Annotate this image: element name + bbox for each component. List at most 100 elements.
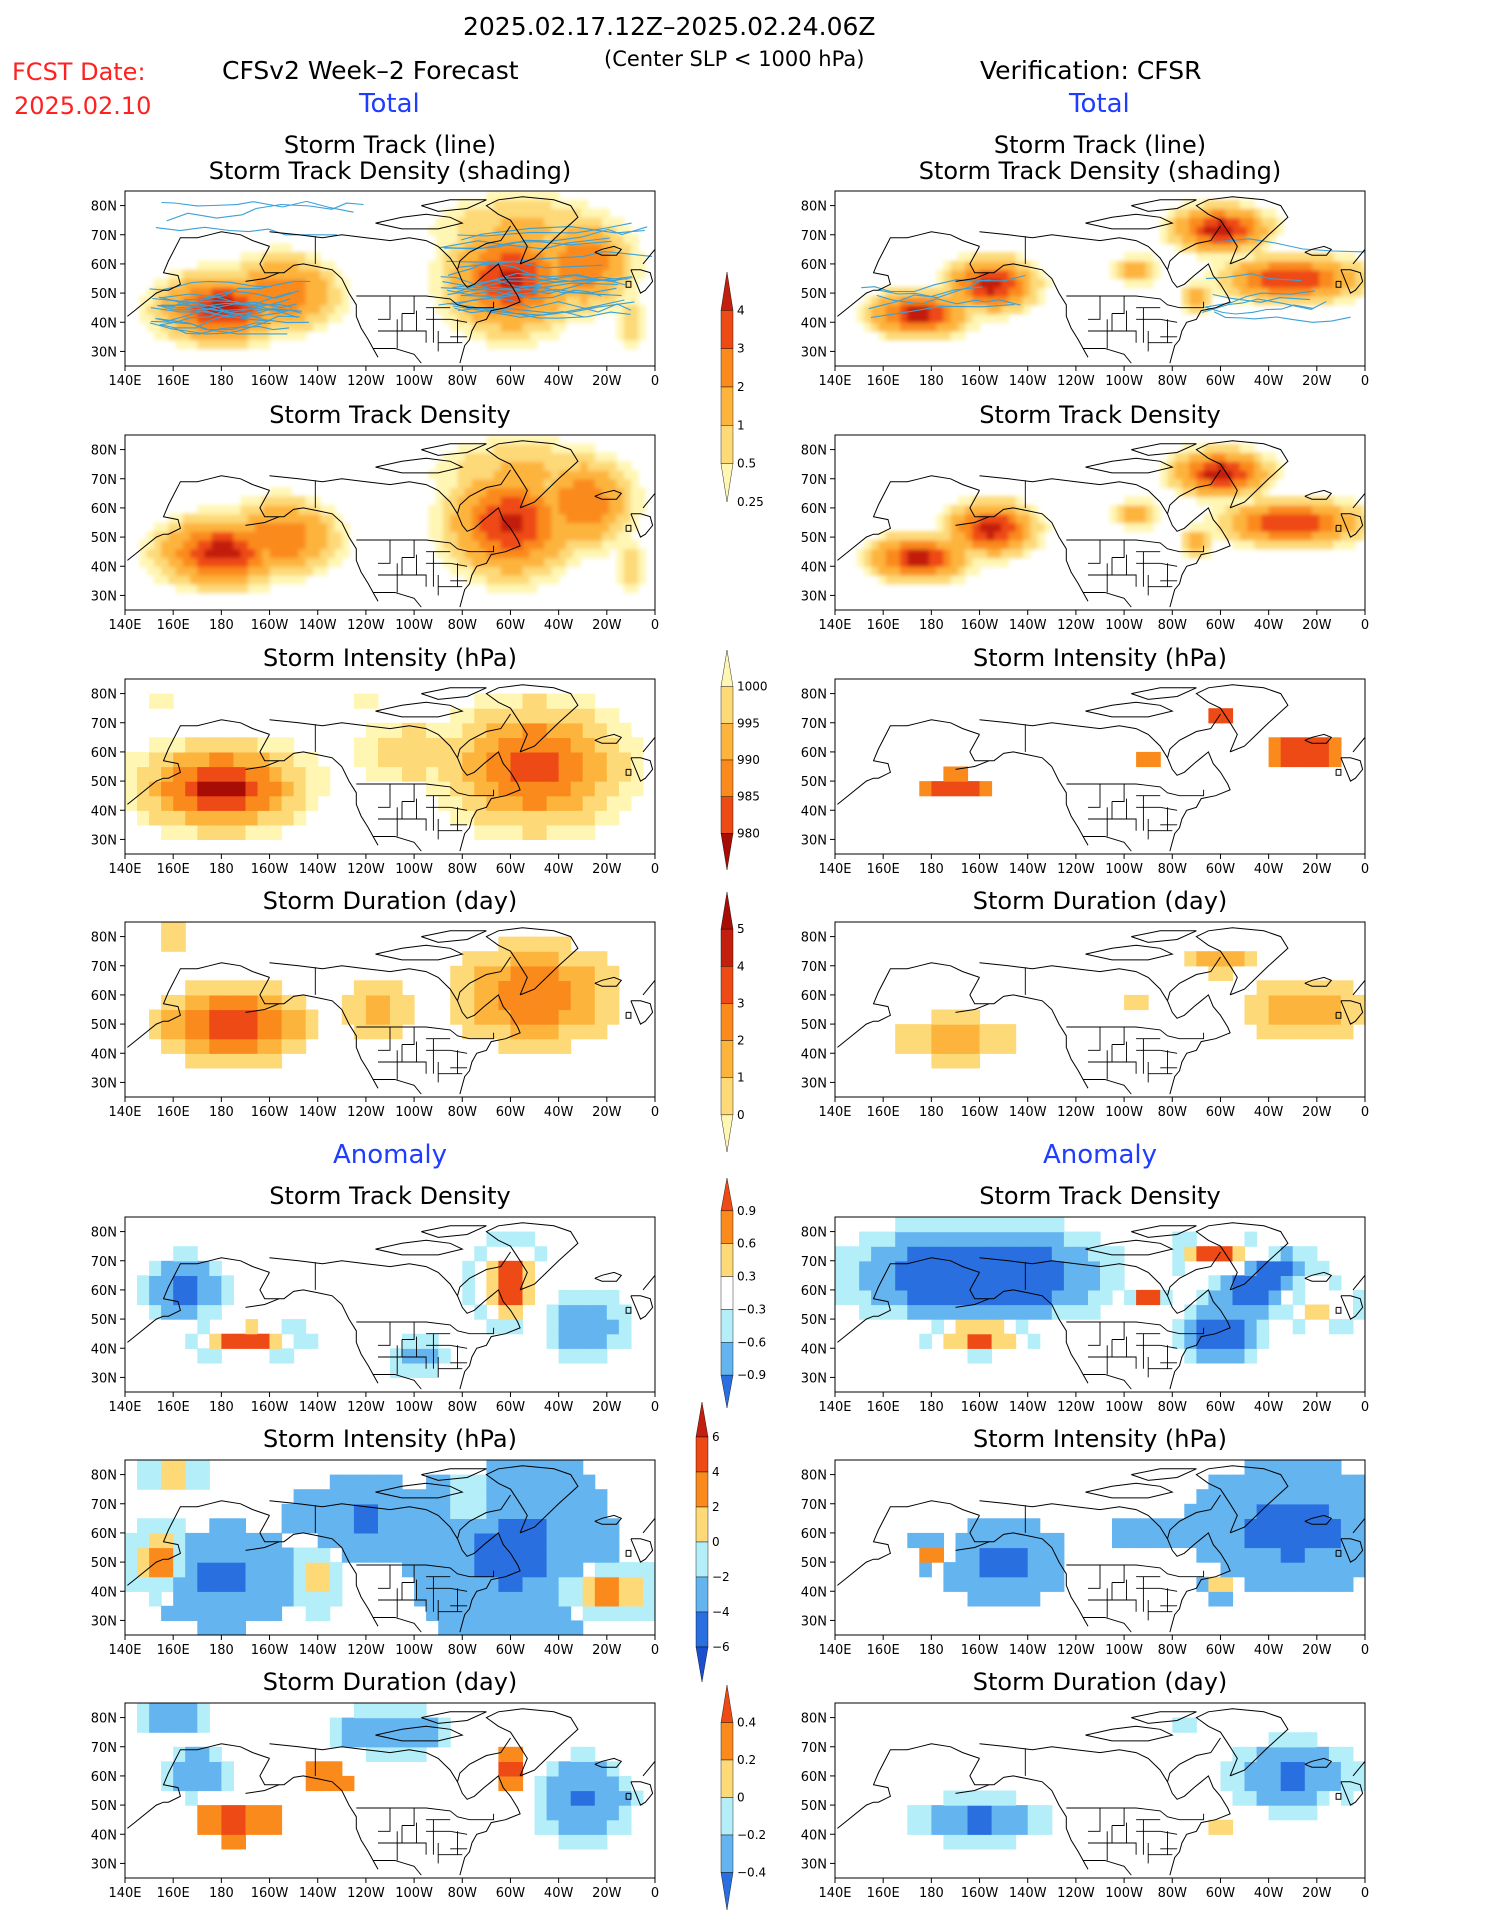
map-frame [834,1216,1366,1393]
lon-tick-label: 80W [1158,1400,1188,1415]
lon-tick-label: 60W [1206,1886,1236,1901]
lon-tick-label: 60W [1206,1643,1236,1658]
colorbar-density-anomaly: 0.9 0.6 0.3 −0.3 −0.6 −0.9 [720,1177,766,1409]
coastlines [837,1708,1365,1876]
field-shading [137,1703,644,1850]
lon-tick-label: 140W [1009,1886,1047,1901]
lon-tick-label: 160E [157,1105,190,1120]
coastlines [837,440,1365,608]
total-section-label-right: Total [1069,89,1130,119]
lon-tick-label: 100W [1105,1105,1143,1120]
map-panel-verification-intensity-anomaly: 140E 160E 180 160W 140W 120W 100W 80W 60W 40W 20W 0… [801,1459,1369,1658]
lon-tick-label: 60W [496,862,526,877]
lon-tick-label: 100W [395,1400,433,1415]
lon-tick-label: 40W [1254,1643,1284,1658]
map-frame [124,1702,656,1879]
lon-tick-label: 0 [651,374,659,389]
colorbar-label: 0.6 [737,1237,756,1251]
map-frame [124,678,656,855]
lon-tick-label: 100W [395,862,433,877]
lon-tick-label: 140E [818,1886,851,1901]
lon-tick-label: 0 [651,618,659,633]
lat-tick-label: 70N [801,960,827,975]
lon-tick-label: 100W [1105,1886,1143,1901]
lon-tick-label: 40W [544,374,574,389]
lat-tick-label: 60N [91,1284,117,1299]
lat-tick-label: 40N [801,1585,827,1600]
lat-tick-label: 80N [91,444,117,459]
lon-tick-label: 0 [1361,1105,1369,1120]
lon-tick-label: 0 [1361,862,1369,877]
lat-tick-label: 70N [91,717,117,732]
lon-tick-label: 140E [818,618,851,633]
lat-tick-label: 70N [801,473,827,488]
colorbar-duration-total: 5 4 3 2 1 0 [720,891,745,1153]
lon-tick-label: 80W [448,862,478,877]
lon-tick-label: 140W [299,374,337,389]
lat-tick-label: 50N [801,775,827,790]
colorbar-label: 1 [737,1071,745,1085]
colorbar-segment [720,348,734,388]
field-shading [856,443,1365,585]
lon-tick-label: 140E [108,374,141,389]
lon-tick-label: 20W [1302,618,1332,633]
lon-tick-label: 100W [395,1643,433,1658]
lon-tick-label: 140W [1009,1643,1047,1658]
lon-tick-label: 160E [157,374,190,389]
panel-title-track-shading-left: Storm Track Density (shading) [208,157,572,185]
colorbar-segment [720,1759,734,1798]
map-panel-verification-intensity: 140E 160E 180 160W 140W 120W 100W 80W 60W 40W 20W 0… [801,678,1369,877]
colorbar-label: 4 [737,303,745,317]
lon-tick-label: 140W [299,862,337,877]
colorbar-label: 2 [737,380,745,394]
lat-tick-label: 80N [91,688,117,703]
lon-tick-label: 20W [1302,374,1332,389]
lon-tick-label: 160E [867,1400,900,1415]
lon-tick-label: 40W [1254,1886,1284,1901]
colorbar-segment [720,1722,734,1761]
colorbar-segment [720,1210,734,1244]
lat-tick-label: 40N [91,1828,117,1843]
lon-tick-label: 140W [299,1886,337,1901]
field-shading [125,1460,655,1635]
lon-tick-label: 140E [108,618,141,633]
coastlines [127,196,655,364]
lon-tick-label: 100W [395,374,433,389]
lon-tick-label: 60W [1206,374,1236,389]
colorbar-segment [720,1003,734,1041]
map-frame [834,678,1366,855]
lat-tick-label: 40N [91,1047,117,1062]
colorbar-label: 0.25 [737,495,764,509]
lon-tick-label: 160W [251,1886,289,1901]
lon-tick-label: 180 [209,862,234,877]
lat-tick-label: 60N [801,1527,827,1542]
lon-tick-label: 60W [496,374,526,389]
lat-tick-label: 50N [91,1018,117,1033]
map-panel-verification-duration-anomaly: 140E 160E 180 160W 140W 120W 100W 80W 60W 40W 20W 0… [801,1702,1369,1901]
lon-tick-label: 140E [108,1105,141,1120]
lon-tick-label: 120W [347,1400,385,1415]
lon-tick-label: 60W [1206,1105,1236,1120]
colorbar-segment [695,1401,709,1438]
lon-tick-label: 20W [1302,862,1332,877]
lon-tick-label: 0 [651,862,659,877]
lon-tick-label: 160E [867,1643,900,1658]
coastlines [127,1222,655,1390]
lon-tick-label: 140E [108,1400,141,1415]
colorbar-label: 0.4 [737,1716,756,1730]
map-panel-verification-duration: 140E 160E 180 160W 140W 120W 100W 80W 60W 40W 20W 0… [801,921,1369,1120]
colorbar-label: 0.9 [737,1204,756,1218]
lat-tick-label: 80N [801,931,827,946]
colorbar-label: 990 [737,753,760,767]
lat-tick-label: 70N [91,1498,117,1513]
colorbar-segment [720,1342,734,1376]
colorbar-segment [695,1611,709,1648]
colorbar-label: 4 [737,959,745,973]
lat-tick-label: 30N [91,1076,117,1091]
field-shading [835,1217,1365,1364]
colorbar-label: 1000 [737,680,768,694]
lon-tick-label: 180 [209,374,234,389]
lon-tick-label: 80W [448,1643,478,1658]
field-shading [139,191,646,350]
lon-tick-label: 140W [1009,1400,1047,1415]
